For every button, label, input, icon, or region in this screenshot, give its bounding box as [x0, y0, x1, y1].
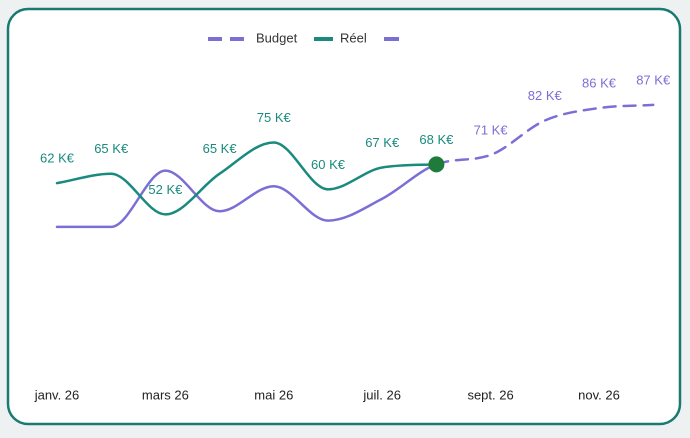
- x-tick-label: mars 26: [142, 387, 189, 402]
- legend-label: Réel: [340, 30, 367, 45]
- series-line: [55, 163, 438, 229]
- x-tick-label: nov. 26: [578, 387, 620, 402]
- series-line: [435, 103, 655, 166]
- data-label: 87 K€: [636, 72, 671, 87]
- x-tick-label: juil. 26: [362, 387, 401, 402]
- data-label: 62 K€: [40, 151, 75, 166]
- legend-label: Budget: [256, 30, 298, 45]
- x-tick-label: mai 26: [254, 387, 293, 402]
- data-label: 71 K€: [474, 122, 509, 137]
- data-label: 67 K€: [365, 135, 400, 150]
- data-label: 68 K€: [419, 132, 454, 147]
- current-point: [428, 156, 445, 173]
- series-line: [55, 141, 438, 216]
- data-label: 65 K€: [94, 141, 129, 156]
- data-label: 86 K€: [582, 75, 617, 90]
- data-label: 52 K€: [148, 182, 183, 197]
- data-label: 75 K€: [257, 110, 292, 125]
- data-label: 60 K€: [311, 157, 346, 172]
- x-tick-label: sept. 26: [467, 387, 513, 402]
- data-label: 82 K€: [528, 88, 563, 103]
- data-label: 65 K€: [203, 141, 238, 156]
- x-tick-label: janv. 26: [34, 387, 80, 402]
